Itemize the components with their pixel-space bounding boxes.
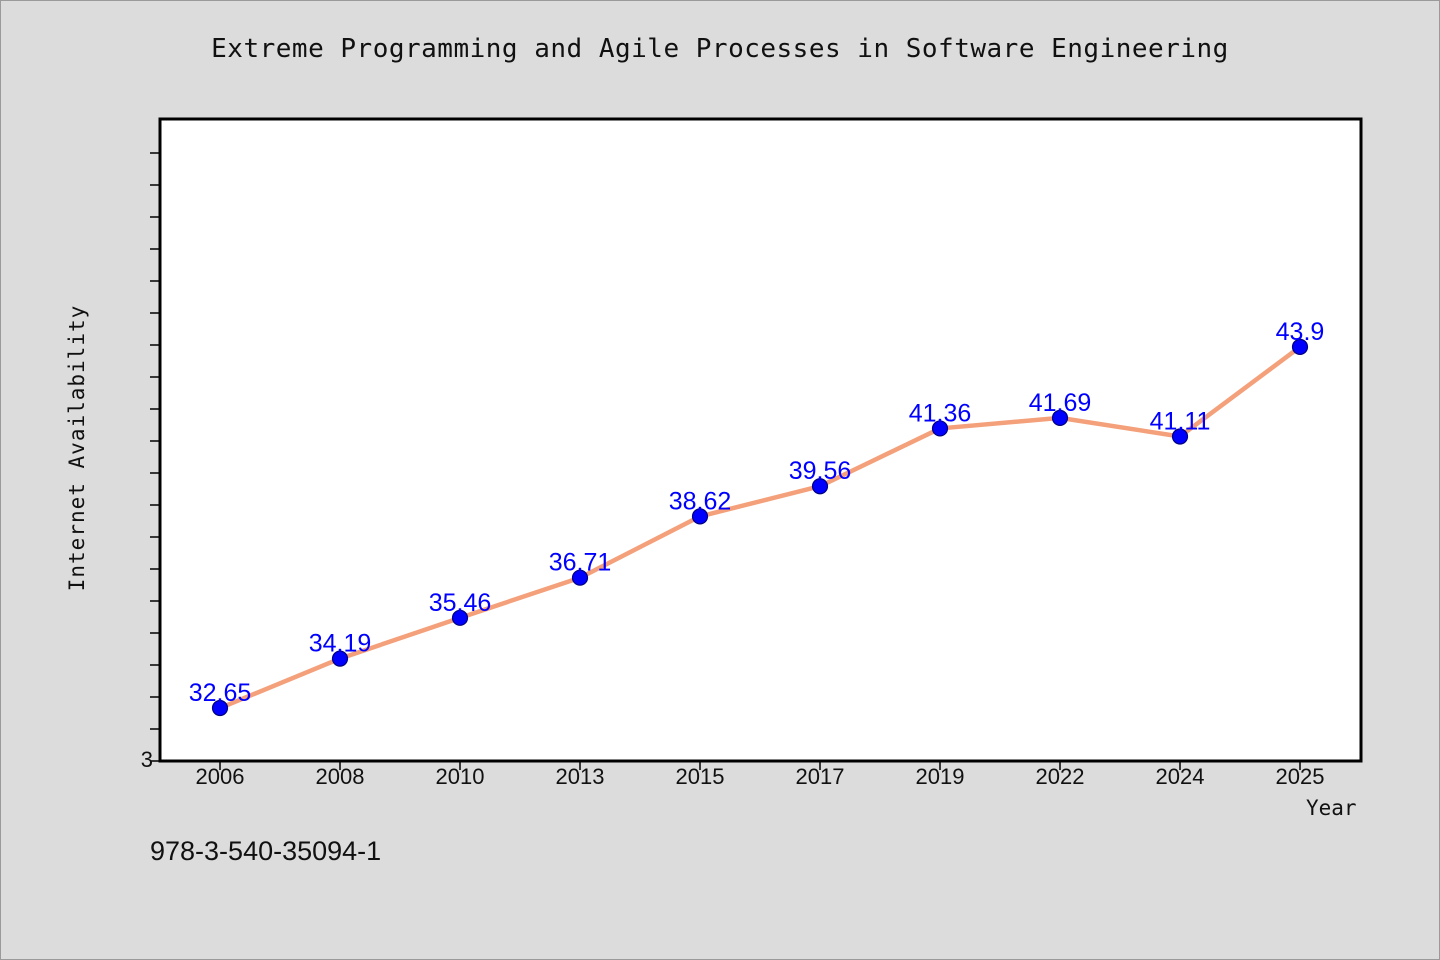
data-label: 35.46 [429, 589, 492, 617]
data-label: 34.19 [309, 630, 372, 658]
data-labels: 32.65 34.19 35.46 36.71 38.62 39.56 41.36 41.69… [189, 318, 1325, 707]
x-axis-ticks: 2006 2008 2010 2013 2015 2017 2019 2022 2024 2025 [196, 761, 1325, 789]
x-tick-label: 2008 [316, 764, 365, 789]
x-tick-label: 2025 [1276, 764, 1325, 789]
series-markers [211, 338, 1309, 717]
data-point [1171, 428, 1189, 445]
data-label: 41.11 [1150, 407, 1211, 435]
data-label: 36.71 [549, 549, 612, 577]
data-point [331, 650, 349, 667]
x-tick-label: 2022 [1036, 764, 1085, 789]
data-point [931, 420, 949, 437]
x-tick-label: 2017 [796, 764, 845, 789]
data-point [1051, 409, 1069, 426]
data-point [691, 508, 709, 525]
data-point [811, 478, 829, 495]
footer-code: 978-3-540-35094-1 [150, 836, 382, 866]
series-line [219, 345, 1302, 711]
data-label: 32.65 [189, 679, 252, 707]
data-label: 41.69 [1029, 389, 1092, 417]
y-tick-label: 3 [141, 747, 153, 772]
x-tick-label: 2024 [1156, 764, 1205, 789]
data-point [451, 609, 469, 626]
x-tick-label: 2019 [916, 764, 965, 789]
chart-title: Extreme Programming and Agile Processes … [211, 34, 1229, 64]
x-tick-label: 2010 [436, 764, 485, 789]
data-label: 41.36 [909, 399, 972, 427]
y-axis-ticks: 3 [141, 152, 160, 772]
data-point [1291, 338, 1309, 356]
data-point [571, 569, 589, 586]
data-label: 38.62 [669, 487, 732, 515]
data-point [211, 699, 229, 717]
data-label: 39.56 [789, 457, 852, 485]
data-label: 43.9 [1276, 318, 1325, 346]
x-tick-label: 2015 [676, 764, 725, 789]
x-tick-label: 2013 [556, 764, 605, 789]
x-tick-label: 2006 [196, 764, 245, 789]
x-axis-label: Year [1306, 796, 1357, 820]
